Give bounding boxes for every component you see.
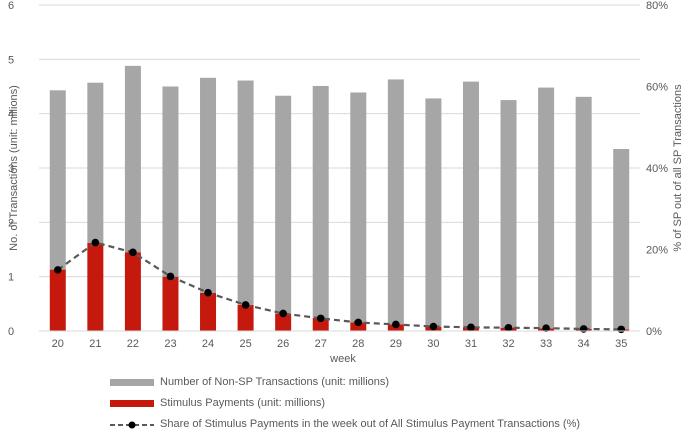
bar-non-sp-week-30	[425, 98, 442, 327]
bar-non-sp-week-31	[462, 81, 479, 328]
bar-stimulus-week-27	[312, 317, 329, 331]
x-tick-label-21: 21	[89, 338, 101, 350]
x-tick-label-28: 28	[352, 338, 364, 350]
x-tick-label-29: 29	[390, 338, 402, 350]
y2-tick-label-80: 80%	[646, 0, 668, 12]
x-tick-label-23: 23	[164, 338, 176, 350]
y-tick-label-2: 2	[8, 217, 14, 229]
bar-stimulus-week-28	[350, 322, 367, 331]
bar-non-sp-week-35	[613, 148, 630, 330]
bar-stimulus-week-25	[237, 304, 254, 331]
legend-swatch-stimulus	[110, 400, 154, 407]
y-tick-label-4: 4	[8, 109, 14, 121]
x-tick-label-22: 22	[127, 338, 139, 350]
x-tick-label-30: 30	[427, 338, 439, 350]
share-point-week-28	[354, 318, 363, 327]
y-tick-label-6: 6	[8, 0, 14, 12]
bar-non-sp-week-26	[275, 95, 292, 314]
share-point-week-34	[579, 325, 588, 333]
x-tick-label-31: 31	[465, 338, 477, 350]
x-axis-title: week	[329, 353, 356, 365]
share-point-week-33	[542, 324, 550, 332]
bar-non-sp-week-29	[387, 79, 404, 325]
x-tick-label-34: 34	[578, 338, 590, 350]
y2-tick-label-40: 40%	[646, 163, 668, 175]
y-tick-label-0: 0	[8, 326, 14, 338]
legend-swatch-non-sp	[110, 379, 154, 386]
legend-label-non-sp: Number of Non-SP Transactions (unit: mil…	[160, 376, 390, 388]
share-point-week-26	[279, 309, 287, 318]
bar-non-sp-week-32	[500, 100, 517, 328]
y2-tick-label-60: 60%	[646, 82, 668, 94]
share-point-week-29	[392, 320, 400, 329]
bar-stimulus-week-21	[87, 242, 104, 331]
y2-tick-label-20: 20%	[646, 245, 668, 257]
bar-non-sp-week-22	[124, 65, 141, 253]
bar-non-sp-week-25	[237, 80, 254, 305]
share-point-week-32	[504, 323, 513, 332]
share-point-week-35	[617, 325, 626, 334]
y2-tick-label-0: 0%	[646, 326, 662, 338]
y-tick-label-3: 3	[8, 163, 14, 175]
share-point-week-25	[241, 301, 250, 309]
y-tick-label-1: 1	[8, 272, 14, 284]
share-point-week-21	[91, 238, 100, 247]
x-tick-label-32: 32	[502, 338, 514, 350]
bar-stimulus-week-26	[275, 313, 292, 331]
x-tick-label-27: 27	[315, 338, 327, 350]
bar-non-sp-week-21	[87, 82, 104, 243]
x-tick-label-35: 35	[615, 338, 627, 350]
bar-non-sp-week-33	[538, 87, 555, 329]
bar-stimulus-week-24	[200, 292, 217, 331]
share-point-week-31	[467, 323, 475, 332]
bar-stimulus-week-23	[162, 276, 179, 331]
share-point-week-20	[53, 266, 62, 274]
y2-axis-title: % of SP out of all SP Transactions	[672, 84, 684, 252]
share-point-week-24	[204, 288, 212, 297]
share-line	[57, 241, 622, 331]
share-point-week-23	[166, 272, 175, 281]
share-point-week-27	[316, 314, 325, 323]
bar-non-sp-week-20	[49, 90, 66, 270]
bar-non-sp-week-24	[200, 77, 217, 293]
x-tick-label-20: 20	[52, 338, 64, 350]
bar-non-sp-week-34	[575, 96, 592, 329]
bar-non-sp-week-23	[162, 86, 179, 277]
x-tick-label-26: 26	[277, 338, 289, 350]
legend-label-stimulus: Stimulus Payments (unit: millions)	[160, 397, 326, 409]
x-tick-label-24: 24	[202, 338, 214, 350]
x-tick-label-25: 25	[239, 338, 251, 350]
bar-group	[49, 65, 630, 331]
y-tick-label-5: 5	[8, 54, 14, 66]
bar-stimulus-week-22	[124, 252, 141, 331]
share-point-week-22	[129, 248, 137, 257]
bar-non-sp-week-27	[312, 85, 329, 318]
share-point-week-30	[429, 322, 438, 331]
bar-stimulus-week-20	[49, 269, 66, 331]
legend-label-share: Share of Stimulus Payments in the week o…	[160, 418, 581, 430]
x-tick-label-33: 33	[540, 338, 552, 350]
y-axis-title: No. of Transactions (unit: millions)	[8, 85, 20, 251]
legend-swatch-share	[110, 421, 154, 429]
bar-non-sp-week-28	[350, 92, 367, 323]
